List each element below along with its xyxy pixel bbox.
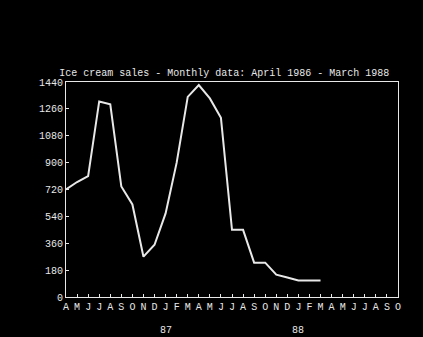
svg-text:F: F — [306, 302, 312, 313]
svg-text:J: J — [96, 302, 102, 313]
svg-text:A: A — [329, 302, 335, 313]
svg-text:180: 180 — [45, 266, 63, 277]
svg-text:F: F — [174, 302, 180, 313]
svg-text:M: M — [340, 302, 346, 313]
svg-text:S: S — [384, 302, 390, 313]
svg-text:O: O — [129, 302, 135, 313]
svg-text:M: M — [207, 302, 213, 313]
svg-text:J: J — [85, 302, 91, 313]
svg-text:720: 720 — [45, 185, 63, 196]
svg-text:J: J — [163, 302, 169, 313]
svg-text:360: 360 — [45, 239, 63, 250]
svg-text:A: A — [373, 302, 379, 313]
svg-text:1260: 1260 — [39, 104, 63, 115]
svg-text:1440: 1440 — [39, 78, 63, 89]
svg-text:D: D — [152, 302, 158, 313]
svg-text:A: A — [107, 302, 113, 313]
svg-text:M: M — [318, 302, 324, 313]
svg-text:S: S — [118, 302, 124, 313]
svg-text:A: A — [240, 302, 246, 313]
svg-text:Ice cream sales - Monthly data: Ice cream sales - Monthly data: April 19… — [59, 68, 389, 79]
svg-text:A: A — [63, 302, 69, 313]
svg-text:0: 0 — [57, 293, 63, 304]
svg-text:J: J — [362, 302, 368, 313]
svg-text:A: A — [196, 302, 202, 313]
svg-text:900: 900 — [45, 158, 63, 169]
svg-text:J: J — [218, 302, 224, 313]
svg-text:O: O — [262, 302, 268, 313]
svg-text:J: J — [351, 302, 357, 313]
svg-text:N: N — [140, 302, 146, 313]
svg-text:D: D — [284, 302, 290, 313]
svg-text:M: M — [74, 302, 80, 313]
svg-text:N: N — [273, 302, 279, 313]
svg-text:87: 87 — [160, 325, 172, 336]
svg-text:J: J — [229, 302, 235, 313]
svg-text:M: M — [185, 302, 191, 313]
svg-text:O: O — [395, 302, 401, 313]
svg-text:88: 88 — [292, 325, 304, 336]
svg-text:540: 540 — [45, 212, 63, 223]
svg-text:1080: 1080 — [39, 131, 63, 142]
svg-text:J: J — [295, 302, 301, 313]
svg-text:S: S — [251, 302, 257, 313]
